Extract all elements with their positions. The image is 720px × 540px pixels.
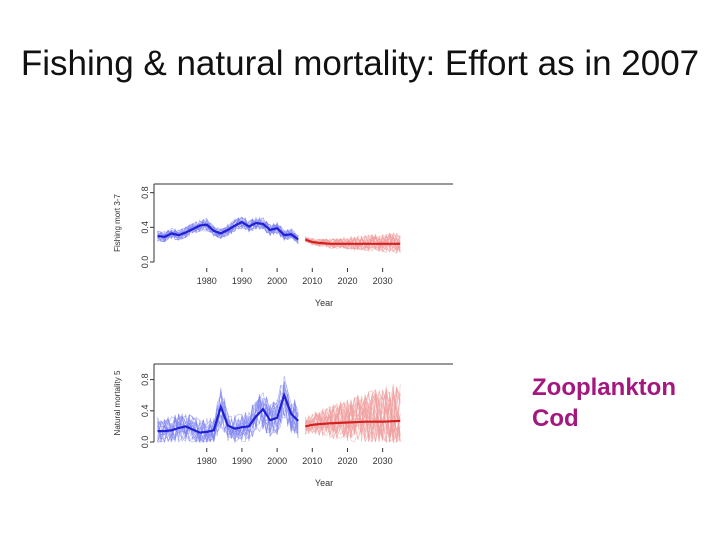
projection-ensemble-line [305,388,401,443]
historical-ensemble-line [157,216,299,243]
projection-median-line [304,238,401,245]
y-axis-label: Natural mortality 5 [113,370,122,435]
historical-ensemble-line [157,397,299,443]
chart-panel-fishing-mortality: 0.0 0.4 0.8 1980 1990 2000 2010 2020 2030 Year Fis… [108,178,468,318]
slide-title: Fishing & natural mortality: Effort as i… [20,44,700,83]
x-tick-label: 2010 [302,276,322,286]
y-tick-label: 0.8 [140,373,150,386]
y-tick-label: 0.0 [140,256,150,269]
x-tick-label: 1980 [197,456,217,466]
x-axis-label: Year [315,298,333,308]
projection-ensemble-line [305,392,401,444]
y-axis-label: Fishing mort 3-7 [113,194,122,252]
historical-ensemble-line [157,216,299,243]
x-tick-label: 2030 [373,276,393,286]
y-tick-label: 0.0 [140,436,150,449]
y-tick-label: 0.4 [140,221,150,234]
x-tick-label: 1990 [232,276,252,286]
projection-ensemble-line [305,385,401,443]
x-tick-label: 2000 [267,456,287,466]
historical-ensemble-line [157,395,299,443]
historical-ensemble-line [157,394,299,443]
y-tick-label: 0.8 [140,186,150,199]
historical-median-line [157,220,299,241]
x-tick-label: 2010 [302,456,322,466]
projection-ensemble-line [305,233,401,251]
x-tick-label: 1980 [197,276,217,286]
fishing-mortality-chart: 0.0 0.4 0.8 1980 1990 2000 2010 2020 2030 Year Fis… [113,183,453,308]
x-tick-label: 2020 [337,276,357,286]
natural-mortality-chart: 0.0 0.4 0.8 1980 1990 2000 2010 2020 2030 Year Nat… [113,363,453,488]
x-tick-label: 2000 [267,276,287,286]
historical-median-line [157,391,299,434]
y-tick-label: 0.4 [140,405,150,418]
projection-ensemble-line [305,233,401,252]
x-tick-label: 2030 [373,456,393,466]
x-axis-label: Year [315,478,333,488]
legend: Zooplankton Cod [532,372,676,434]
legend-item-cod: Cod [532,405,579,432]
x-tick-label: 2020 [337,456,357,466]
projection-ensemble-line [305,386,401,443]
chart-panel-natural-mortality: 0.0 0.4 0.8 1980 1990 2000 2010 2020 2030 Year Nat… [108,358,468,498]
projection-median-line [305,419,401,428]
historical-ensemble-line [157,219,299,240]
legend-item-zooplankton: Zooplankton [532,374,676,401]
x-tick-label: 1990 [232,456,252,466]
historical-ensemble-line [157,393,299,443]
